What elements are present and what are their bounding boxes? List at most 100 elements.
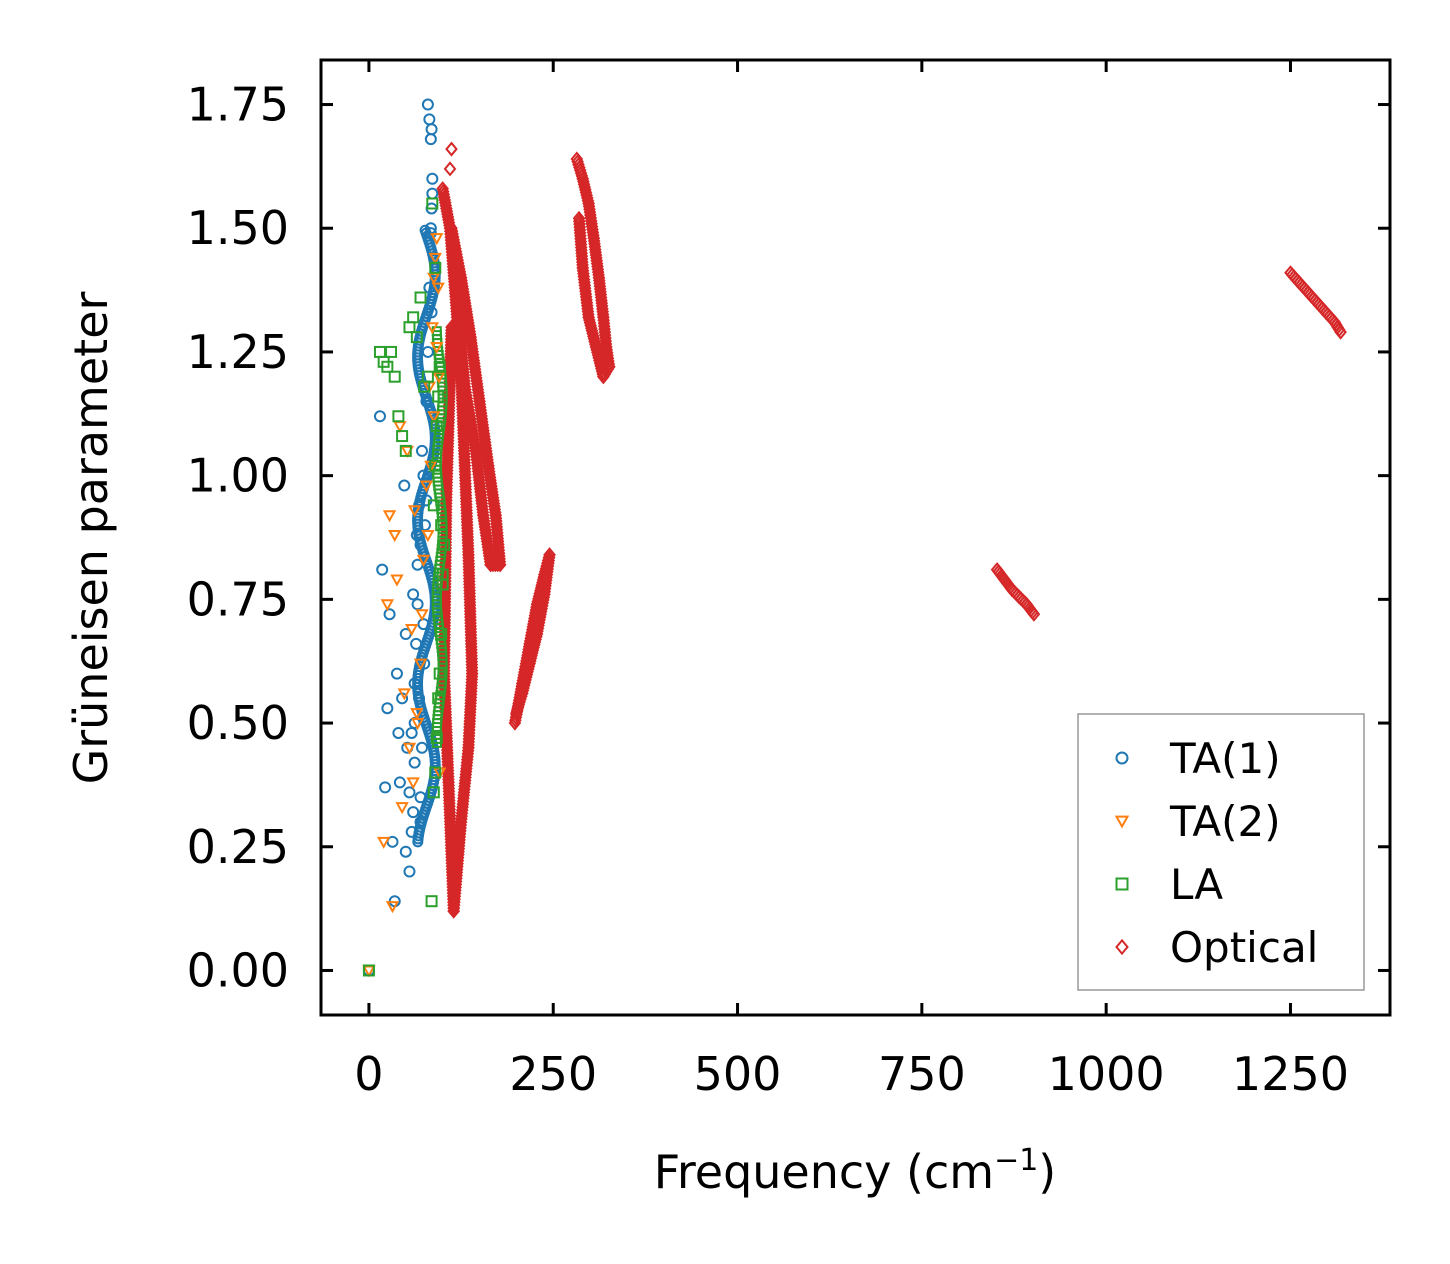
- optical-point: [534, 606, 547, 622]
- ta1-point: [376, 563, 389, 576]
- optical-point: [436, 183, 450, 200]
- optical-point: [482, 458, 495, 474]
- optical-point: [535, 598, 549, 614]
- ta1-point: [416, 444, 429, 457]
- legend-items: TA(1) TA(2) LA Optical: [1114, 734, 1318, 972]
- optical-point: [472, 388, 486, 404]
- la-point: [388, 370, 401, 383]
- la-point: [414, 291, 427, 304]
- legend-optical-label: Optical: [1170, 923, 1318, 972]
- ta1-point: [407, 806, 420, 819]
- optical-point: [485, 484, 499, 500]
- optical-point: [470, 376, 484, 392]
- ta1-point: [390, 667, 403, 680]
- legend-ta1-marker: [1115, 751, 1129, 765]
- x-axis-title: Frequency (cm−1): [654, 1143, 1057, 1199]
- optical-point: [485, 478, 498, 494]
- optical-point: [471, 385, 485, 401]
- optical-point: [437, 186, 450, 202]
- ta1-point: [425, 123, 438, 136]
- optical-point: [536, 595, 550, 611]
- optical-point: [484, 475, 498, 491]
- legend-optical-marker: [1115, 938, 1129, 956]
- ta1-point: [403, 786, 416, 799]
- la-point: [421, 370, 434, 383]
- optical-point: [474, 402, 488, 418]
- ta1-point: [381, 702, 394, 715]
- optical-point: [467, 350, 480, 366]
- ta2-point: [431, 282, 445, 295]
- x-tick-label: 500: [694, 1047, 782, 1101]
- optical-point: [475, 408, 488, 424]
- optical-point: [476, 414, 489, 430]
- ta2-point: [382, 510, 397, 523]
- optical-point: [465, 338, 479, 354]
- ta1-point: [398, 479, 411, 492]
- optical-point: [534, 603, 548, 619]
- la-point: [392, 410, 405, 423]
- optical-point: [583, 204, 597, 220]
- optical-point: [476, 417, 490, 433]
- optical-point: [477, 423, 490, 439]
- la-point: [381, 360, 394, 373]
- y-axis-title: Grüneisen parameter: [64, 291, 118, 784]
- optical-point: [464, 332, 478, 348]
- la-point: [410, 331, 423, 344]
- optical-point: [438, 192, 452, 208]
- la-point: [407, 311, 420, 324]
- la-point: [396, 430, 409, 443]
- optical-point: [535, 600, 549, 617]
- ta2-point: [413, 658, 428, 671]
- ta1-point: [414, 791, 427, 804]
- optical-point: [537, 589, 551, 605]
- optical-point: [467, 355, 481, 371]
- optical-point: [511, 699, 525, 716]
- optical-point: [538, 586, 551, 602]
- optical-point: [482, 461, 496, 477]
- la-point: [429, 261, 442, 274]
- ta1-point: [407, 588, 420, 601]
- optical-point: [584, 210, 598, 226]
- optical-point: [533, 609, 547, 625]
- optical-point: [437, 189, 451, 205]
- optical-point: [473, 396, 487, 412]
- optical-point: [466, 344, 479, 360]
- legend-ta1-label: TA(1): [1169, 734, 1281, 783]
- optical-point: [474, 405, 488, 421]
- optical-point: [480, 449, 494, 465]
- optical-point: [436, 181, 449, 197]
- ta1-point: [379, 781, 392, 794]
- ta2-point: [419, 480, 434, 493]
- ta1-point: [392, 726, 405, 739]
- ta2-point: [406, 777, 420, 790]
- ticks-layer: 0 250 500 750 1000 1250 0.00 0.25 0.50 0.75 1.00 1.…: [187, 60, 1390, 1101]
- ta2-point: [376, 836, 391, 849]
- ta1-point: [414, 538, 427, 551]
- optical-point: [468, 361, 482, 377]
- y-tick-label: 0.25: [187, 820, 289, 874]
- optical-point: [466, 347, 480, 363]
- optical-point: [585, 219, 599, 235]
- ta1-point: [393, 776, 406, 789]
- optical-point: [486, 490, 500, 506]
- la-point: [436, 568, 449, 581]
- optical-point: [585, 216, 598, 232]
- optical-point: [532, 615, 546, 631]
- optical-point: [478, 434, 492, 450]
- la-point: [385, 345, 398, 358]
- ta2-point: [410, 718, 425, 731]
- la-point: [432, 390, 445, 403]
- ta2-point: [416, 554, 431, 567]
- la-point: [433, 667, 446, 680]
- ta1-point: [403, 865, 416, 878]
- legend-la-label: LA: [1170, 860, 1223, 909]
- optical-point: [487, 496, 501, 512]
- x-tick-label: 1000: [1048, 1047, 1165, 1101]
- ta1-point: [414, 816, 427, 829]
- optical-point: [469, 364, 482, 380]
- optical-point: [582, 195, 595, 212]
- optical-point: [584, 213, 598, 229]
- optical-point: [464, 329, 477, 345]
